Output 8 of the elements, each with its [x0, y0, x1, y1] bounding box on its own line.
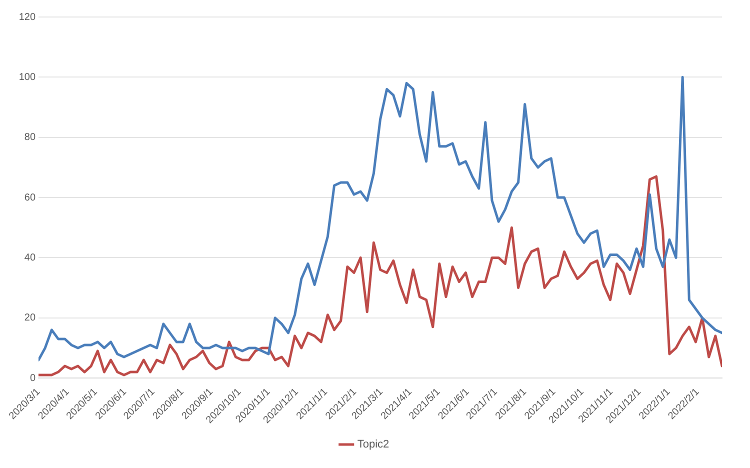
- y-tick-label: 60: [24, 192, 36, 204]
- y-tick-label: 120: [18, 12, 36, 23]
- legend-label: Topic2: [357, 438, 390, 451]
- y-tick-label: 80: [24, 132, 36, 144]
- y-tick-label: 100: [18, 72, 36, 83]
- y-tick-label: 40: [24, 252, 36, 264]
- y-tick-label: 20: [24, 312, 36, 324]
- y-tick-label: 0: [30, 372, 36, 384]
